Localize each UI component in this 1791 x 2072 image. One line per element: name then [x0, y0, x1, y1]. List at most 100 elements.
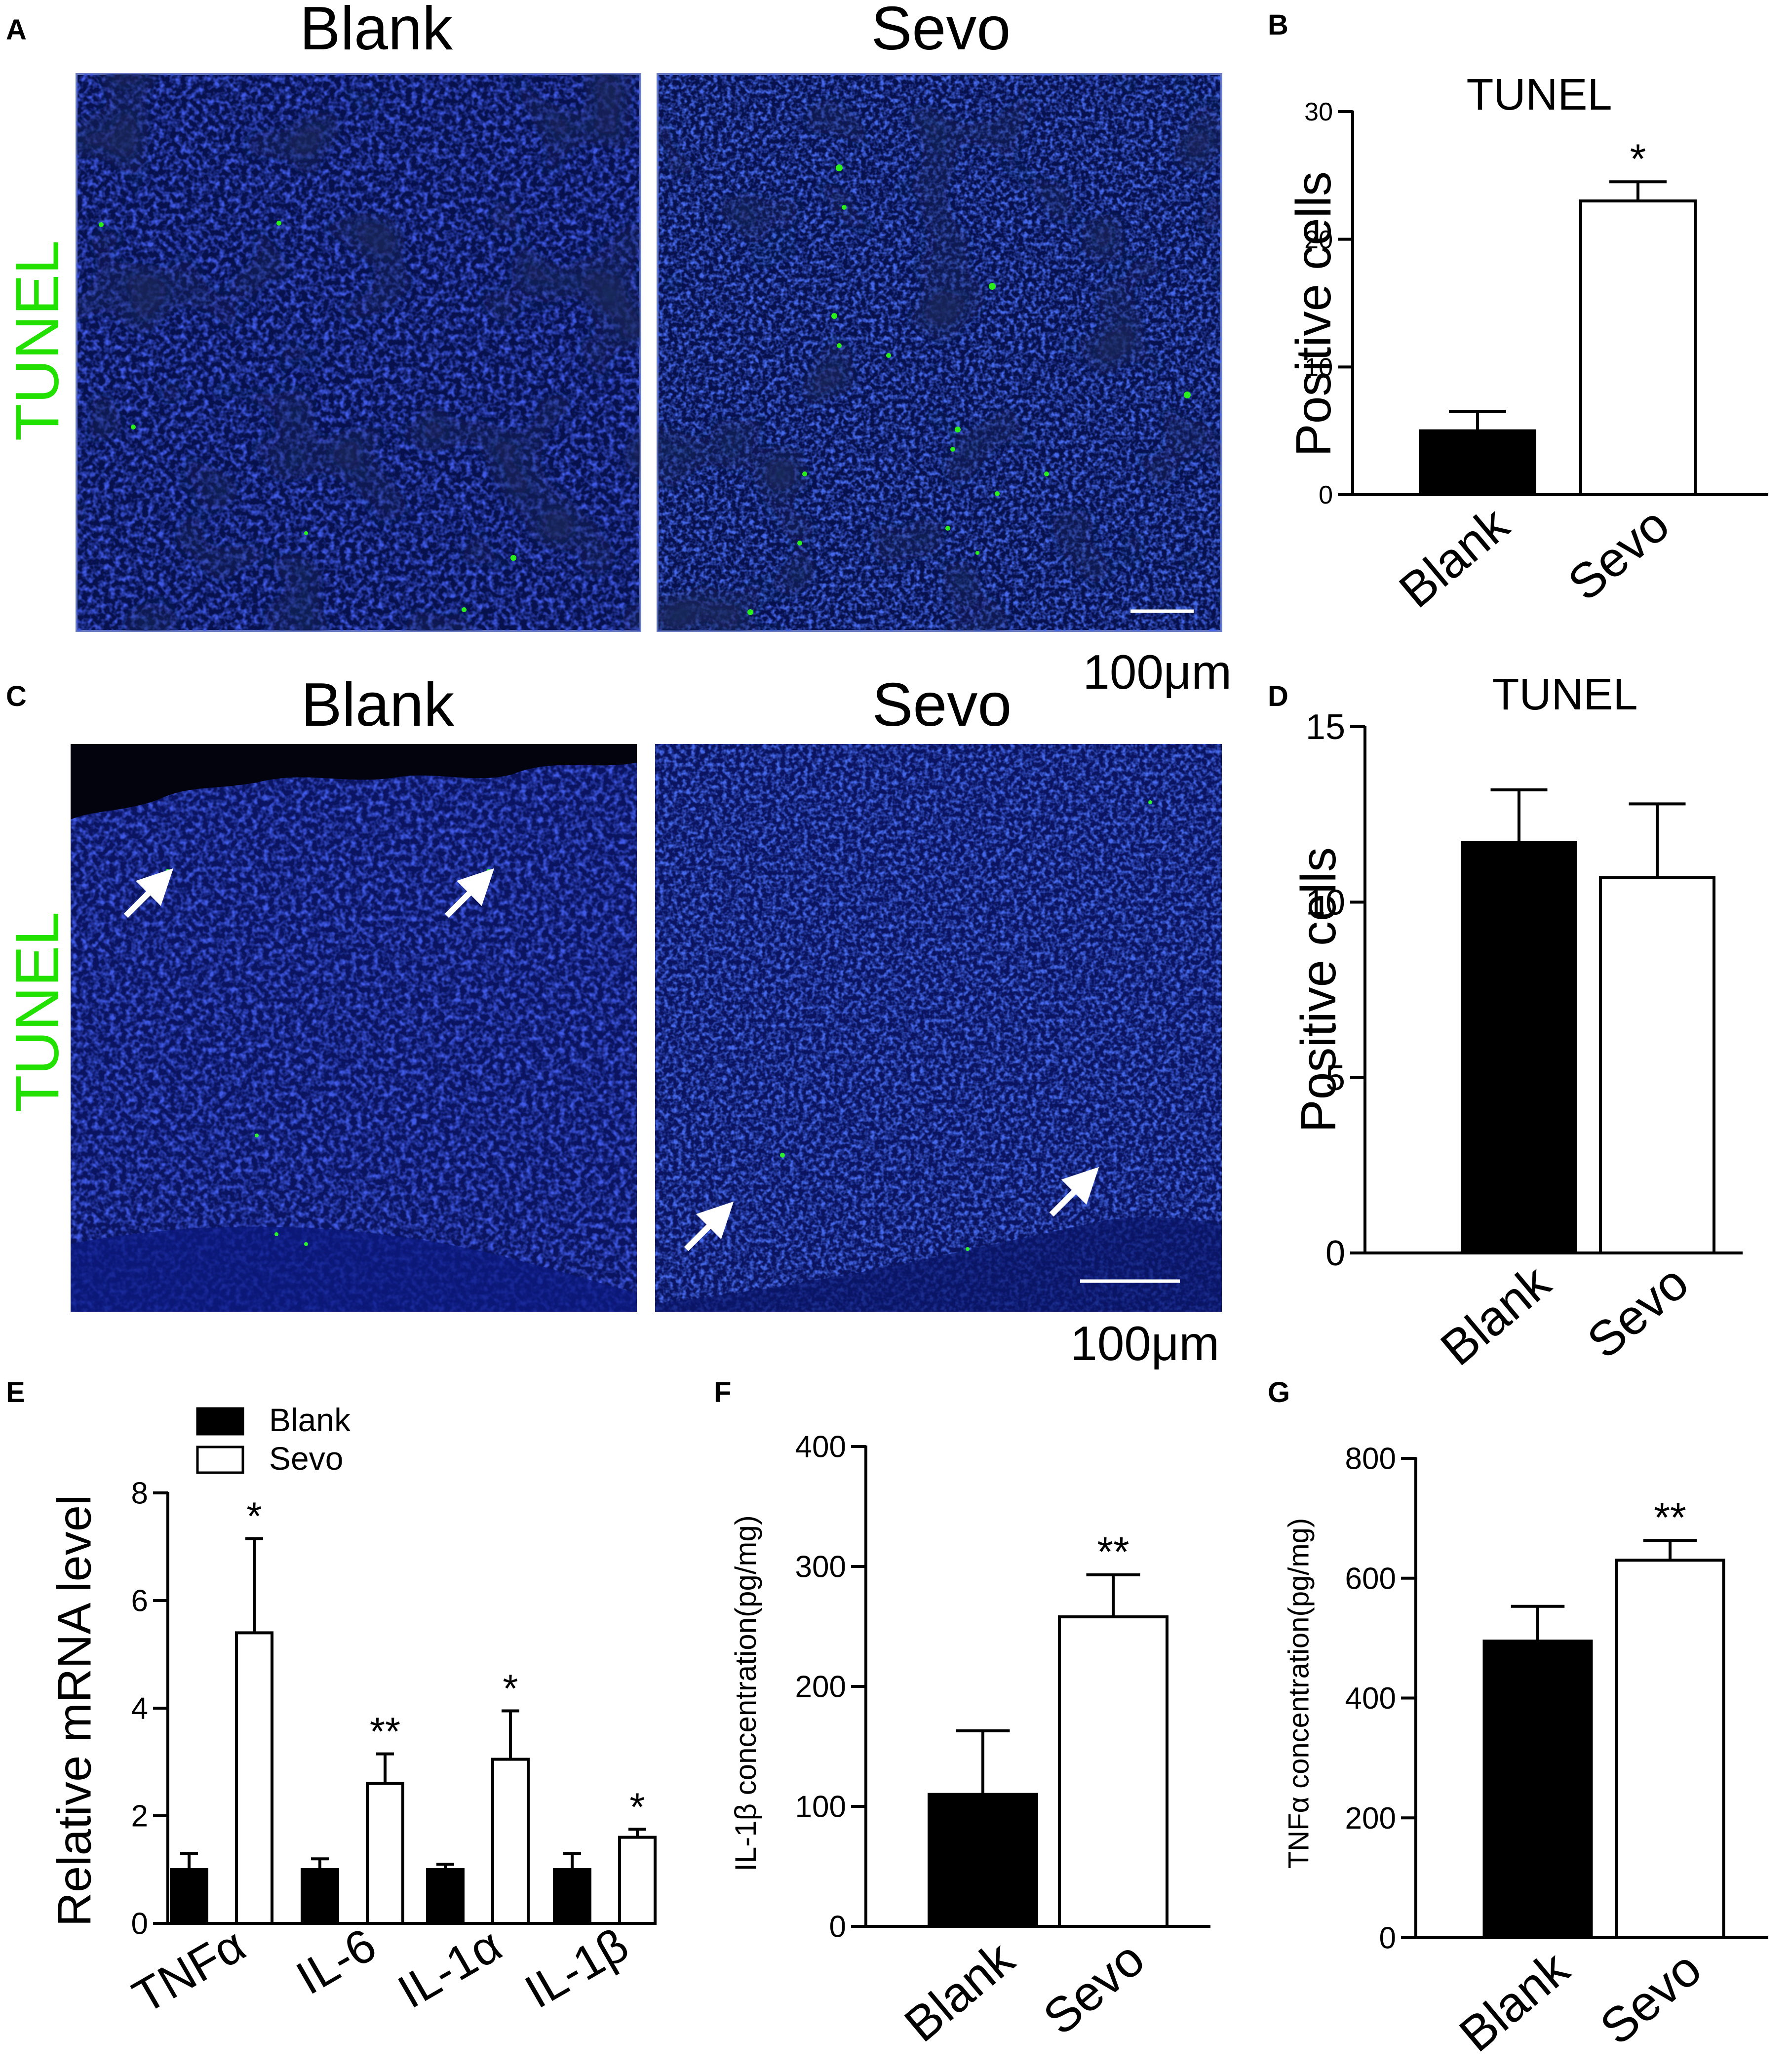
x-tick-label: Sevo: [1033, 1931, 1155, 2045]
bar: [1419, 429, 1536, 497]
scale-bar-label: 100μm: [1083, 645, 1232, 699]
y-tick-label: 0: [1379, 1921, 1396, 1955]
x-tick-label: Sevo: [1590, 1941, 1712, 2055]
legend-swatch: [196, 1407, 244, 1436]
x-tick-label: Sevo: [1558, 497, 1680, 611]
bar: [170, 1868, 208, 1925]
y-tick-label: 300: [795, 1550, 846, 1584]
chart-panel-d: 0 5 10 15 Positive cells TUNEL Blank Sevo: [1291, 670, 1743, 1376]
scale-bar-label: 100μm: [1070, 1316, 1219, 1370]
y-tick-label: 30: [1304, 98, 1333, 126]
significance-marker: *: [503, 1666, 518, 1710]
y-tick-label: 600: [1345, 1562, 1396, 1596]
y-axis-label: Positive cells: [1286, 171, 1341, 457]
chart-panel-f: 0 100 200 300 400 IL-1β concentration(pg/mg) B…: [729, 1430, 1210, 2053]
panel-letter: E: [6, 1376, 25, 1408]
white-matter-band: [71, 1226, 637, 1312]
chart-title: TUNEL: [1492, 670, 1637, 719]
panel-letter: G: [1268, 1376, 1290, 1408]
arrow-indicator: [1049, 1167, 1099, 1217]
bar: [1461, 841, 1577, 1254]
micrograph-sevo: [655, 744, 1222, 1312]
y-axis-label: IL-1β concentration(pg/mg): [729, 1515, 762, 1872]
tunel-positive-cells: [747, 164, 1191, 615]
chart-title: TUNEL: [1466, 70, 1612, 119]
y-tick-label: 10: [1306, 883, 1345, 923]
micrograph-blank: [71, 744, 637, 1312]
bar: [928, 1793, 1038, 1928]
bar: [618, 1836, 657, 1925]
column-label-sevo: Sevo: [871, 0, 1011, 63]
significance-marker: *: [1630, 135, 1646, 182]
x-tick-label: Blank: [1389, 496, 1519, 618]
tunel-positive-cells: [99, 221, 516, 612]
bar: [426, 1868, 465, 1925]
y-tick-label: 800: [1345, 1442, 1396, 1476]
row-label-tunel: TUNEL: [3, 240, 72, 441]
y-tick-label: 0: [829, 1910, 846, 1944]
bar: [366, 1782, 404, 1925]
micrograph-blank: [76, 73, 641, 632]
y-tick-label: 2: [131, 1799, 148, 1834]
micrograph-sevo: [657, 73, 1222, 632]
panel-letter: B: [1268, 9, 1288, 41]
y-tick-label: 200: [795, 1670, 846, 1704]
y-tick-label: 4: [131, 1692, 148, 1726]
significance-marker: *: [629, 1785, 645, 1829]
arrow-indicator: [684, 1201, 734, 1251]
y-tick-label: 200: [1345, 1801, 1396, 1836]
white-matter-band: [655, 1217, 1222, 1312]
x-tick-label: Blank: [895, 1930, 1025, 2052]
chart-panel-b: 0 10 20 30 Positive cells TUNEL Blank * Sevo: [1286, 70, 1768, 619]
arrow-indicator: [444, 868, 495, 918]
significance-marker: **: [1097, 1528, 1129, 1575]
tissue-edge-background: [71, 744, 637, 820]
column-label-sevo: Sevo: [872, 671, 1012, 739]
y-axis-label: TNFα concentration(pg/mg): [1283, 1518, 1315, 1869]
x-tick-label: IL-6: [288, 1918, 385, 2005]
bar: [1482, 1640, 1593, 1940]
y-tick-label: 0: [131, 1907, 148, 1941]
significance-marker: *: [246, 1494, 262, 1538]
row-label-tunel: TUNEL: [3, 912, 72, 1113]
arrow-indicator: [123, 868, 174, 918]
x-tick-label: Sevo: [1577, 1254, 1699, 1369]
x-tick-label: Blank: [1449, 1940, 1580, 2062]
y-axis-label: Relative mRNA level: [48, 1495, 101, 1927]
bar: [1058, 1615, 1168, 1928]
y-tick-label: 0: [1319, 481, 1333, 509]
x-tick-label: Blank: [1431, 1254, 1561, 1376]
significance-marker: **: [370, 1710, 400, 1754]
x-tick-label: IL-1α: [389, 1918, 510, 2019]
bar: [491, 1758, 530, 1925]
bar: [1579, 199, 1697, 497]
y-tick-label: 10: [1304, 353, 1333, 382]
y-tick-label: 6: [131, 1584, 148, 1618]
panel-c: C Blank Sevo TUNEL: [3, 671, 1222, 1370]
y-tick-label: 400: [1345, 1681, 1396, 1716]
bar: [1615, 1559, 1725, 1939]
chart-panel-g: 0 200 400 600 800 TNFα concentration(pg/mg) Bl…: [1283, 1442, 1768, 2063]
y-tick-label: 5: [1325, 1058, 1345, 1098]
y-tick-label: 0: [1325, 1234, 1345, 1273]
column-label-blank: Blank: [301, 671, 455, 739]
panel-letter: D: [1268, 680, 1288, 712]
bar: [301, 1868, 339, 1925]
y-tick-label: 20: [1304, 226, 1333, 254]
panel-letter: C: [6, 680, 27, 712]
y-tick-label: 8: [131, 1477, 148, 1511]
y-axis-label: Positive cells: [1291, 847, 1346, 1133]
legend-swatch: [196, 1446, 244, 1474]
y-tick-label: 400: [795, 1430, 846, 1464]
bar: [1599, 876, 1715, 1254]
legend-label: Sevo: [269, 1440, 343, 1477]
legend-label: Blank: [269, 1402, 351, 1438]
bar: [235, 1631, 273, 1925]
bar: [553, 1868, 591, 1925]
x-tick-label: IL-1β: [516, 1918, 637, 2019]
significance-marker: **: [1654, 1494, 1686, 1540]
column-label-blank: Blank: [300, 0, 453, 63]
y-tick-label: 15: [1306, 707, 1345, 747]
